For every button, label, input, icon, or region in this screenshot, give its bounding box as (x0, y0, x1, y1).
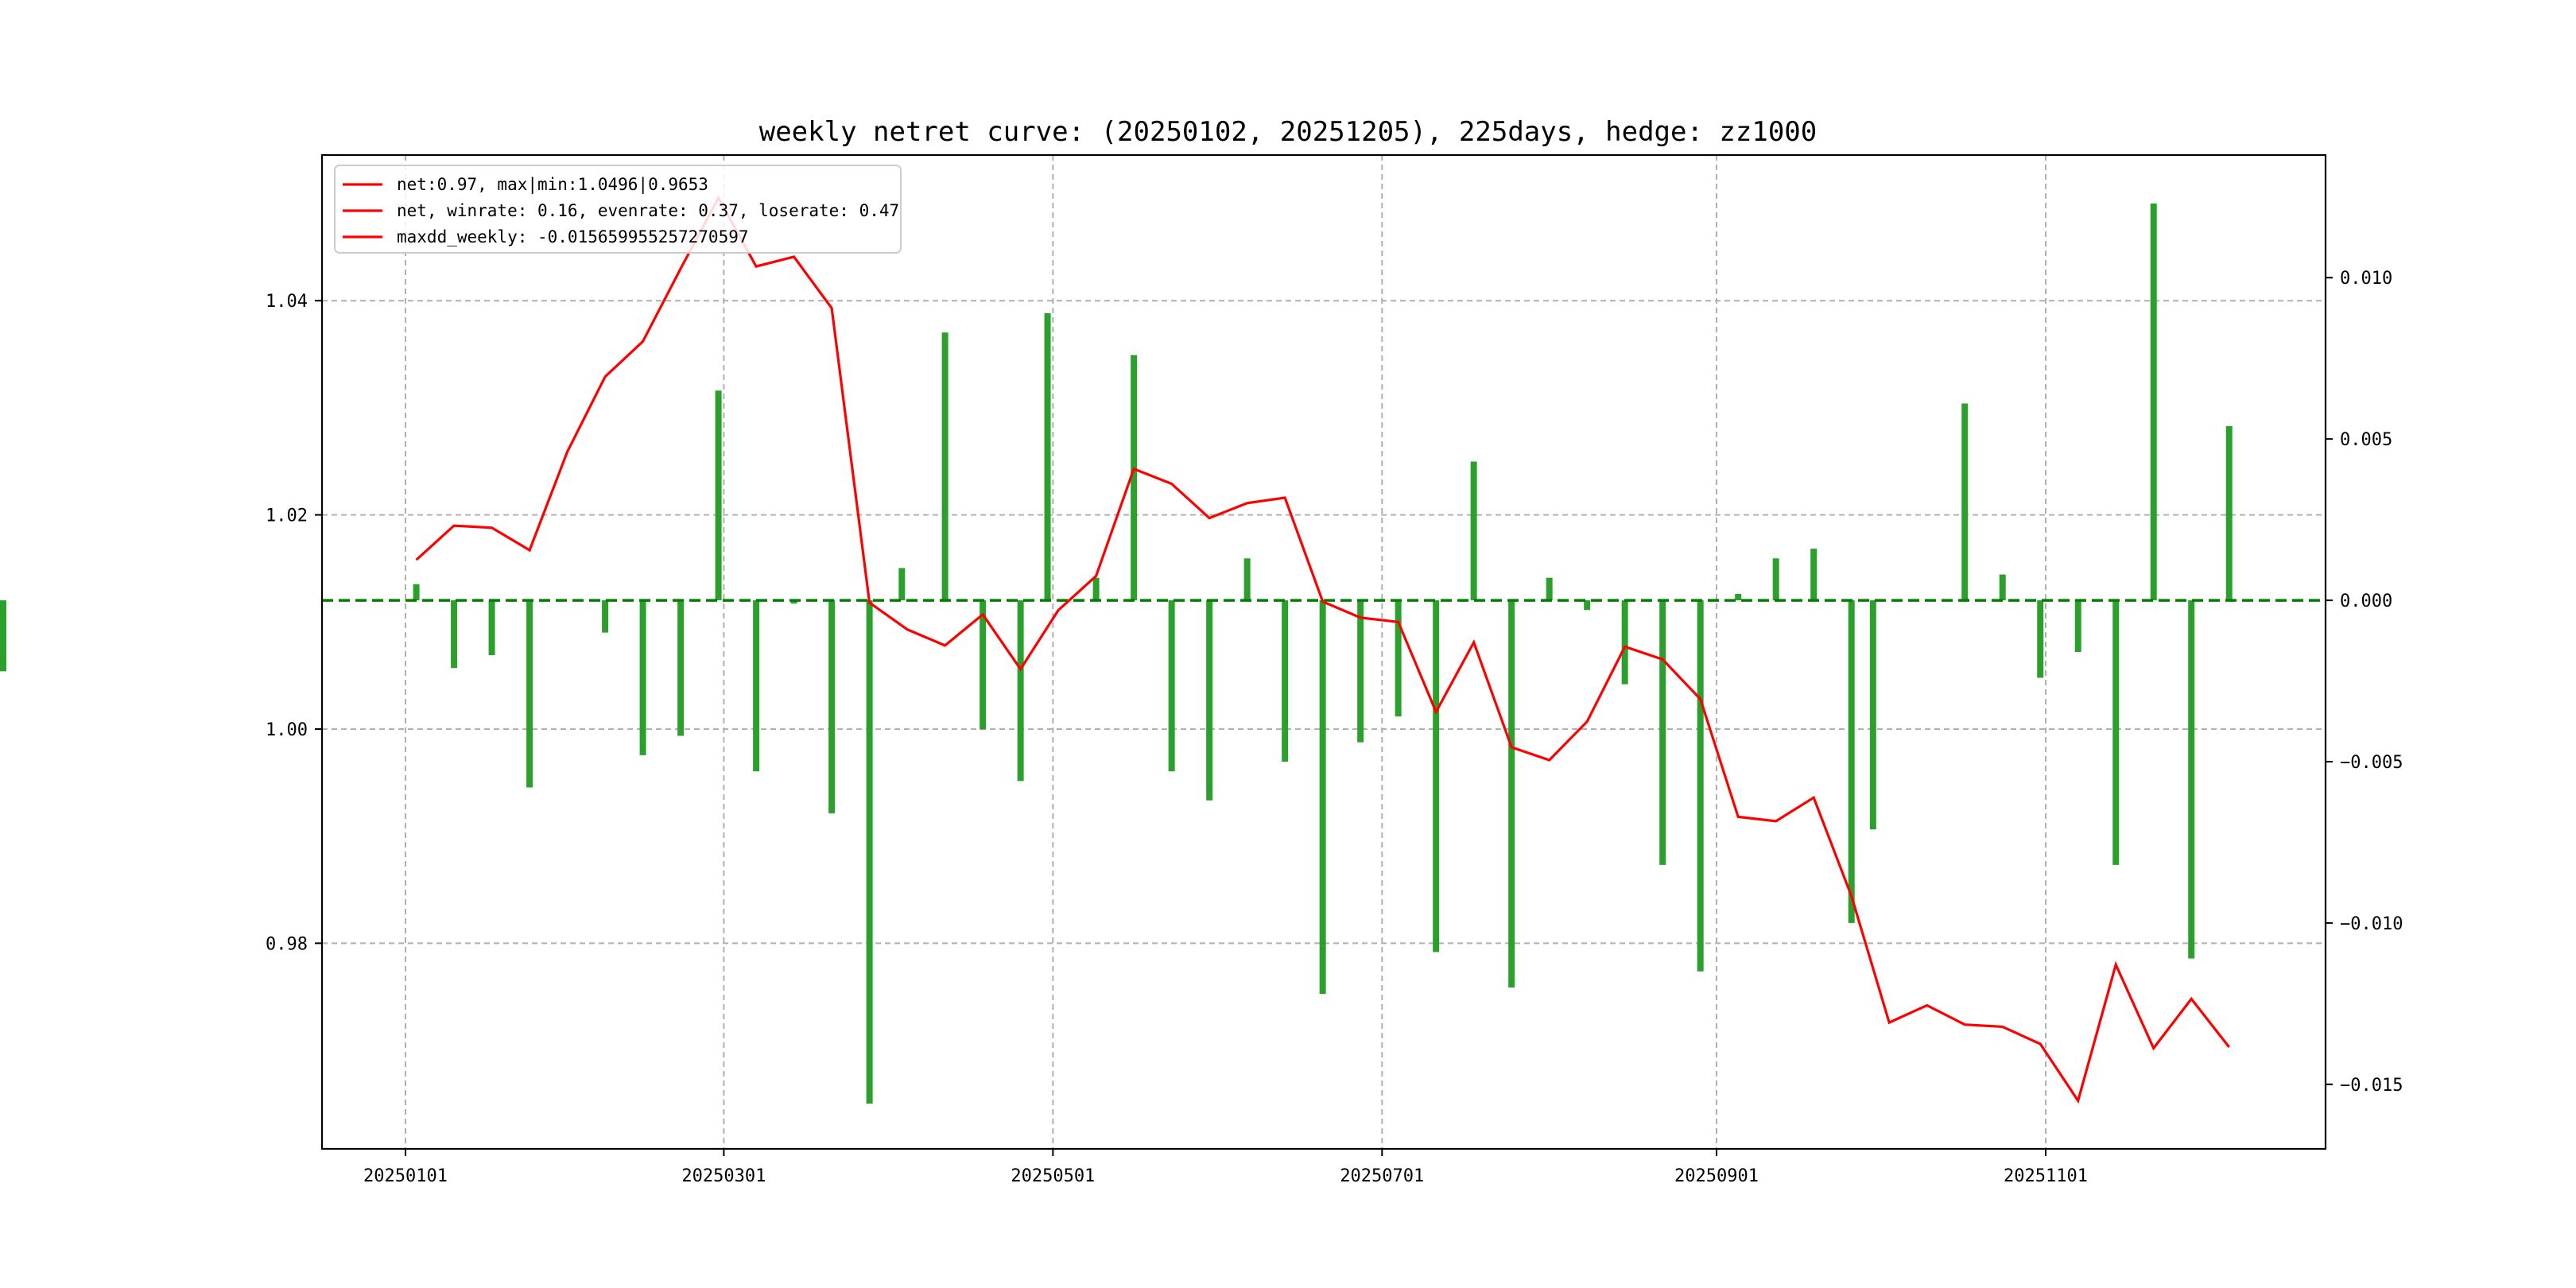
weekly-return-bar (1206, 600, 1213, 801)
weekly-return-bar (2150, 203, 2157, 601)
y-left-tick-label: 1.02 (266, 506, 308, 526)
x-tick-label: 20251101 (2004, 1166, 2088, 1186)
weekly-return-bar (1810, 549, 1818, 601)
legend-entry: net, winrate: 0.16, evenrate: 0.37, lose… (397, 201, 899, 220)
weekly-return-bar (866, 600, 873, 1104)
weekly-return-bar (898, 568, 906, 601)
weekly-return-bar (2112, 600, 2120, 865)
weekly-return-bar (1961, 403, 1969, 601)
y-right-tick-label: −0.015 (2340, 1076, 2403, 1096)
weekly-return-bar (1243, 558, 1251, 601)
plot-frame (320, 153, 2327, 1150)
weekly-return-bar (2074, 600, 2081, 652)
y-right-tick-label: −0.005 (2340, 753, 2403, 773)
weekly-return-bar (602, 600, 609, 633)
weekly-return-bar (941, 332, 949, 601)
weekly-return-bar (1470, 461, 1477, 601)
weekly-return-bar (1131, 355, 1138, 601)
chart-title: weekly netret curve: (20250102, 20251205… (759, 116, 1818, 148)
weekly-return-bar (1848, 600, 1855, 923)
weekly-return-bar (828, 600, 836, 813)
weekly-return-bar (2225, 425, 2233, 601)
weekly-return-bar (1735, 593, 1742, 601)
weekly-return-bar (1584, 600, 1591, 611)
weekly-return-bar (413, 584, 420, 601)
weekly-return-bar (1044, 312, 1051, 601)
weekly-return-bar (2037, 600, 2044, 678)
x-tick-label: 20250101 (363, 1166, 448, 1186)
weekly-return-bar (1772, 558, 1779, 601)
y-left-tick-label: 0.98 (266, 934, 308, 954)
x-tick-label: 20250301 (681, 1166, 766, 1186)
weekly-return-bar (1869, 600, 1876, 830)
weekly-return-bar (980, 600, 987, 730)
weekly-return-bar (1168, 600, 1175, 772)
x-tick-label: 20250701 (1340, 1166, 1424, 1186)
y-right-tick-label: 0.010 (2340, 269, 2392, 289)
weekly-return-bar (715, 390, 722, 601)
weekly-return-bar (1999, 574, 2006, 601)
x-tick-label: 20250501 (1011, 1166, 1095, 1186)
weekly-return-bar (1508, 600, 1515, 988)
y-axis-right: −0.015 −0.010 −0.005 0.000 0.005 0.010 (2326, 269, 2403, 1096)
y-right-tick-label: 0.000 (2340, 592, 2392, 611)
weekly-return-bar (488, 600, 495, 656)
weekly-return-bar (1017, 600, 1024, 782)
y-right-tick-label: 0.005 (2340, 430, 2392, 450)
weekly-return-bar (677, 600, 685, 736)
weekly-return-bar (1092, 577, 1100, 601)
weekly-return-bar (753, 600, 760, 772)
weekly-return-bar (2188, 600, 2195, 959)
weekly-return-bar (1319, 600, 1326, 995)
weekly-return-bar (1621, 600, 1628, 685)
weekly-return-bar (1697, 600, 1704, 972)
x-tick-label: 20250901 (1674, 1166, 1759, 1186)
y-left-tick-label: 1.04 (266, 292, 308, 312)
weekly-return-bar (1357, 600, 1364, 743)
bar-series (0, 203, 2233, 1104)
weekly-return-bar (1546, 577, 1553, 601)
legend-entry: maxdd_weekly: -0.015659955257270597 (397, 227, 749, 246)
y-right-tick-label: −0.010 (2340, 914, 2403, 934)
weekly-return-bar (526, 600, 533, 788)
weekly-return-bar (1282, 600, 1289, 762)
weekly-return-bar (639, 600, 646, 755)
legend-box (334, 165, 902, 254)
weekly-return-bar (0, 600, 6, 672)
weekly-return-bar (790, 600, 797, 604)
weekly-return-bar (1433, 600, 1440, 952)
y-axis-left: 0.98 1.00 1.02 1.04 (266, 292, 322, 954)
legend-entry: net:0.97, max|min:1.0496|0.9653 (397, 175, 708, 195)
weekly-return-bar (1395, 600, 1402, 717)
legend: net:0.97, max|min:1.0496|0.9653 net, winr… (334, 165, 902, 254)
weekly-return-bar (1659, 600, 1666, 865)
x-axis: 20250101 20250301 20250501 20250701 20250901… (363, 1149, 2088, 1186)
weekly-return-bar (451, 600, 458, 669)
y-left-tick-label: 1.00 (266, 720, 308, 740)
